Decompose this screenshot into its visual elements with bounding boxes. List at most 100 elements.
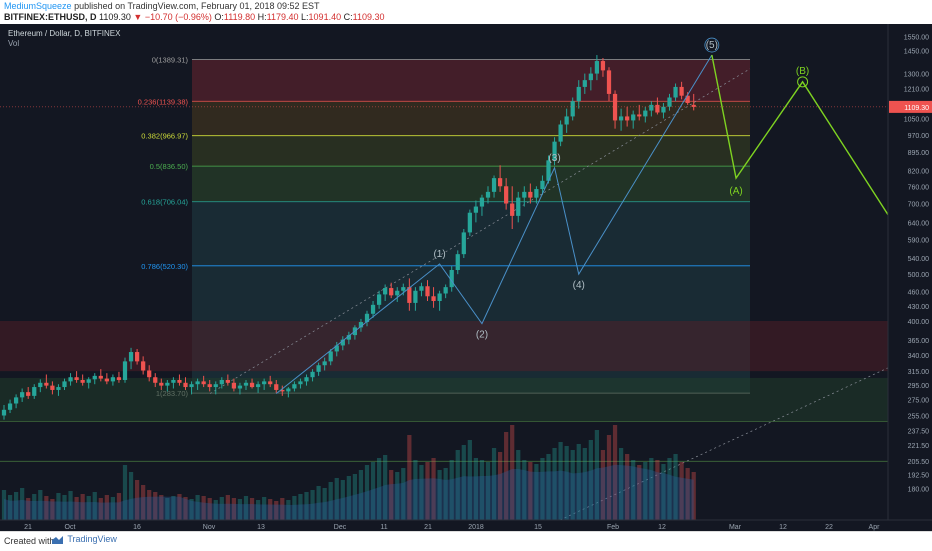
price-tick-label: 315.00 — [908, 369, 930, 376]
abc-correction-line — [711, 54, 900, 233]
candle-body — [249, 382, 255, 388]
fib-zone — [192, 135, 750, 167]
publisher-link[interactable]: MediumSqueeze — [4, 1, 72, 11]
volume-bar — [1, 490, 7, 520]
candle-body — [600, 61, 606, 71]
open-label: O: — [214, 12, 224, 22]
candle-body — [243, 382, 249, 386]
candle-body — [280, 389, 285, 392]
impulse-wave-line — [275, 54, 713, 395]
price-tick-label: 295.00 — [908, 383, 930, 390]
volume-bar — [298, 494, 303, 520]
volume-bar — [588, 440, 593, 520]
candle-body — [213, 384, 218, 388]
price-chart[interactable]: 0(1389.31) 0.236(1139.38) 0.382(966.97) 0.5… — [0, 24, 932, 531]
candle-body — [522, 191, 527, 198]
fib-zone — [192, 201, 750, 266]
volume-bar — [110, 497, 116, 520]
volume-bar — [443, 468, 448, 520]
candle-body — [316, 365, 321, 372]
candle-body — [165, 382, 170, 386]
candle-body — [540, 180, 545, 190]
tradingview-brand-label: TradingView — [67, 534, 117, 544]
candle-body — [7, 403, 13, 410]
chart-area[interactable]: 0(1389.31) 0.236(1139.38) 0.382(966.97) 0.5… — [0, 24, 932, 531]
price-tick-label: 1300.00 — [904, 72, 929, 79]
trend-line — [559, 367, 889, 521]
price-tick-label: 1550.00 — [904, 35, 929, 42]
volume-bar — [370, 462, 376, 520]
candle-body — [655, 104, 660, 113]
candle-body — [588, 73, 593, 81]
created-with-label: Created with — [4, 536, 55, 546]
volume-bar — [534, 464, 539, 520]
candle-body — [625, 116, 630, 121]
volume-bar — [328, 482, 333, 520]
candle-body — [449, 270, 454, 288]
candle-body — [255, 384, 261, 388]
volume-bar — [491, 448, 497, 520]
candle-body — [68, 377, 73, 382]
volume-bar — [243, 496, 249, 520]
candle-body — [383, 288, 388, 295]
candle-body — [643, 110, 648, 117]
candle-body — [564, 116, 569, 125]
price-tick-label: 205.50 — [908, 459, 930, 466]
candle-body — [92, 375, 97, 380]
volume-bar — [189, 499, 194, 520]
wave-label: (5) — [706, 40, 718, 51]
price-tick-label: 820.00 — [908, 168, 930, 175]
volume-bar — [20, 488, 25, 520]
volume-bar — [570, 450, 575, 520]
volume-bar — [564, 446, 569, 520]
volume-bar — [74, 497, 79, 520]
volume-bar — [667, 458, 672, 520]
volume-bar — [431, 458, 436, 520]
volume-bar — [673, 454, 678, 520]
price-tick-label: 700.00 — [908, 202, 930, 209]
candle-body — [159, 382, 164, 386]
volume-bar — [122, 465, 128, 520]
candle-body — [201, 381, 206, 385]
ohlc-line: BITFINEX:ETHUSD, D 1109.30 ▼ −10.70 (−0.… — [4, 12, 384, 22]
volume-bar — [213, 500, 218, 520]
candle-body — [606, 70, 612, 94]
candle-body — [413, 290, 418, 303]
volume-bar — [316, 486, 321, 520]
volume-bar — [522, 460, 527, 520]
low-value: 1091.40 — [308, 12, 342, 22]
volume-bar — [340, 480, 345, 520]
volume-bar — [649, 458, 654, 520]
price-tick-label: 275.00 — [908, 398, 930, 405]
fib-zone — [192, 166, 750, 202]
volume-bar — [352, 474, 358, 520]
volume-bar — [485, 462, 491, 520]
volume-bar — [207, 498, 212, 520]
candle-body — [461, 232, 466, 255]
candle-body — [510, 203, 515, 216]
volume-bar — [195, 495, 200, 520]
candle-body — [401, 287, 406, 291]
trend-line — [209, 68, 751, 394]
volume-bar — [104, 495, 109, 520]
price-tick-label: 760.00 — [908, 184, 930, 191]
volume-bar — [461, 445, 466, 520]
fib-zone — [192, 59, 750, 102]
volume-bar — [389, 470, 394, 520]
last-price-tag — [889, 100, 932, 113]
tradingview-link[interactable]: TradingView — [52, 534, 117, 544]
candle-body — [177, 379, 182, 383]
candle-body — [576, 86, 581, 102]
high-label: H: — [257, 12, 267, 22]
fib-level-label: 0.382(966.97) — [141, 132, 188, 141]
candle-body — [346, 335, 351, 340]
volume-bar — [655, 460, 660, 520]
last-price-label: 1109.30 — [904, 105, 929, 112]
wave-label: (3) — [548, 153, 560, 164]
volume-bar — [13, 492, 19, 520]
price-tick-label: 1050.00 — [904, 116, 929, 123]
volume-bar — [147, 490, 152, 520]
volume-bar — [691, 472, 696, 520]
time-tick-label: Dec — [334, 524, 347, 531]
candle-body — [340, 339, 345, 346]
